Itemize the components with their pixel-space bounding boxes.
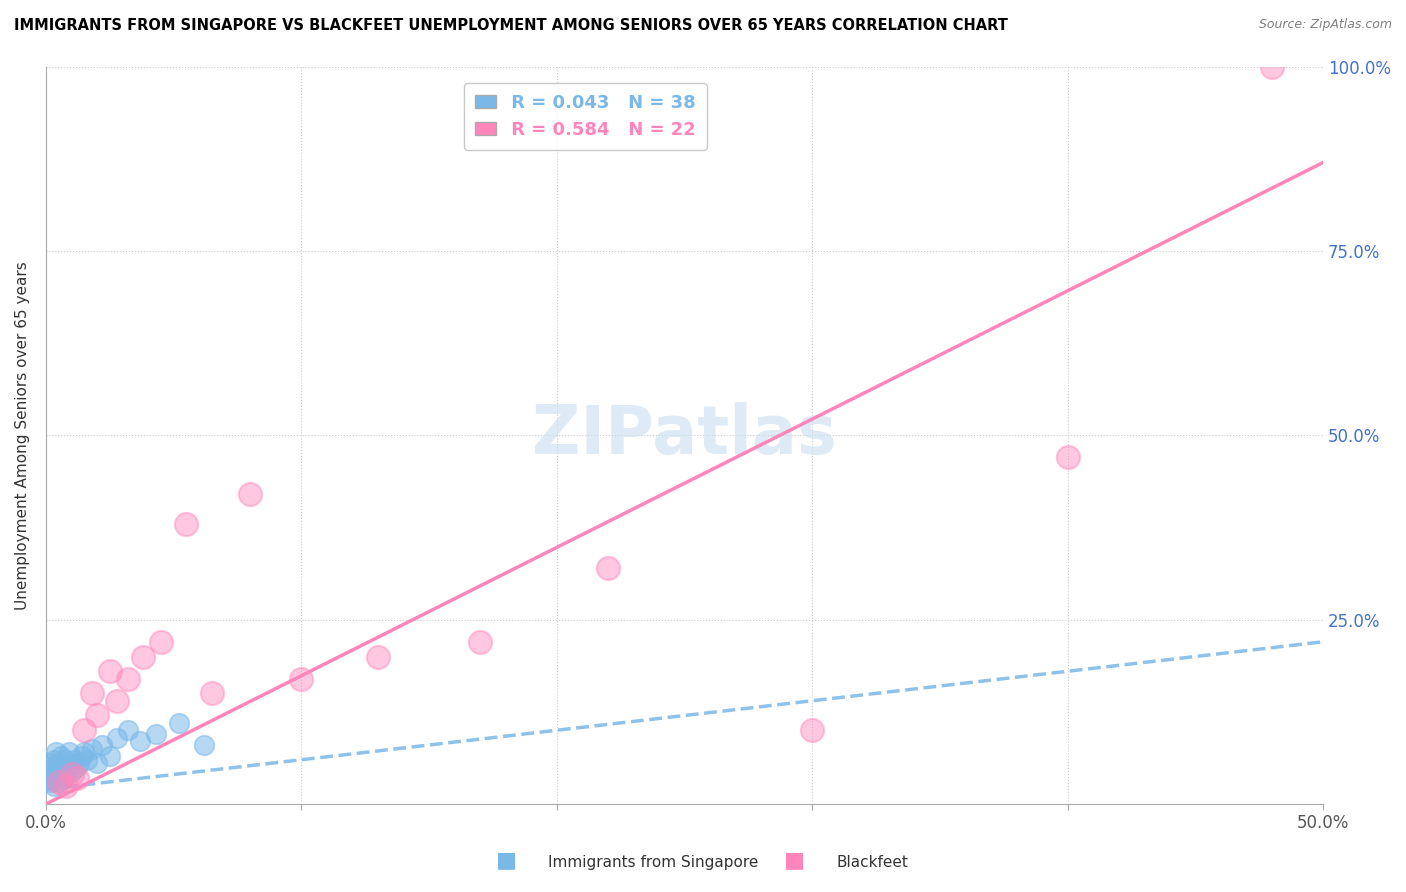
- Point: [145, 727, 167, 741]
- Point: [193, 738, 215, 752]
- Point: [596, 561, 619, 575]
- Point: [60, 767, 83, 781]
- Point: [52, 753, 75, 767]
- Text: Source: ZipAtlas.com: Source: ZipAtlas.com: [1258, 18, 1392, 31]
- Point: [117, 672, 139, 686]
- Point: [176, 516, 198, 531]
- Point: [55, 760, 77, 774]
- Point: [38, 760, 60, 774]
- Point: [201, 686, 224, 700]
- Point: [51, 764, 73, 778]
- Y-axis label: Unemployment Among Seniors over 65 years: Unemployment Among Seniors over 65 years: [15, 261, 30, 609]
- Point: [55, 779, 77, 793]
- Text: ZIPatlas: ZIPatlas: [533, 402, 837, 468]
- Point: [98, 665, 121, 679]
- Point: [51, 749, 73, 764]
- Point: [63, 753, 86, 767]
- Point: [39, 775, 62, 789]
- Point: [58, 745, 80, 759]
- Point: [86, 708, 108, 723]
- Point: [80, 686, 103, 700]
- Point: [239, 487, 262, 501]
- Point: [48, 756, 70, 771]
- Point: [76, 753, 98, 767]
- Point: [65, 760, 87, 774]
- Point: [67, 756, 90, 771]
- Point: [55, 767, 77, 781]
- Point: [167, 715, 190, 730]
- Point: [42, 779, 65, 793]
- Point: [73, 745, 96, 759]
- Text: Immigrants from Singapore: Immigrants from Singapore: [548, 855, 759, 870]
- Point: [65, 771, 87, 785]
- Point: [86, 756, 108, 771]
- Point: [48, 775, 70, 789]
- Point: [48, 775, 70, 789]
- Point: [1261, 60, 1284, 74]
- Legend:  R = 0.043   N = 38,  R = 0.584   N = 22: R = 0.043 N = 38, R = 0.584 N = 22: [464, 83, 707, 150]
- Point: [73, 723, 96, 738]
- Point: [1056, 450, 1078, 465]
- Point: [132, 649, 155, 664]
- Text: IMMIGRANTS FROM SINGAPORE VS BLACKFEET UNEMPLOYMENT AMONG SENIORS OVER 65 YEARS : IMMIGRANTS FROM SINGAPORE VS BLACKFEET U…: [14, 18, 1008, 33]
- Point: [149, 634, 172, 648]
- Text: ■: ■: [785, 850, 804, 870]
- Point: [39, 756, 62, 771]
- Point: [42, 753, 65, 767]
- Point: [367, 649, 389, 664]
- Point: [38, 771, 60, 785]
- Point: [117, 723, 139, 738]
- Point: [45, 745, 67, 759]
- Point: [107, 731, 129, 745]
- Point: [801, 723, 824, 738]
- Text: Blackfeet: Blackfeet: [837, 855, 908, 870]
- Text: ■: ■: [496, 850, 516, 870]
- Point: [52, 771, 75, 785]
- Point: [129, 734, 152, 748]
- Point: [91, 738, 114, 752]
- Point: [290, 672, 312, 686]
- Point: [48, 767, 70, 781]
- Point: [70, 749, 93, 764]
- Point: [60, 764, 83, 778]
- Point: [58, 756, 80, 771]
- Point: [107, 694, 129, 708]
- Point: [80, 741, 103, 756]
- Point: [470, 634, 492, 648]
- Point: [42, 767, 65, 781]
- Point: [37, 767, 59, 781]
- Point: [98, 749, 121, 764]
- Point: [45, 760, 67, 774]
